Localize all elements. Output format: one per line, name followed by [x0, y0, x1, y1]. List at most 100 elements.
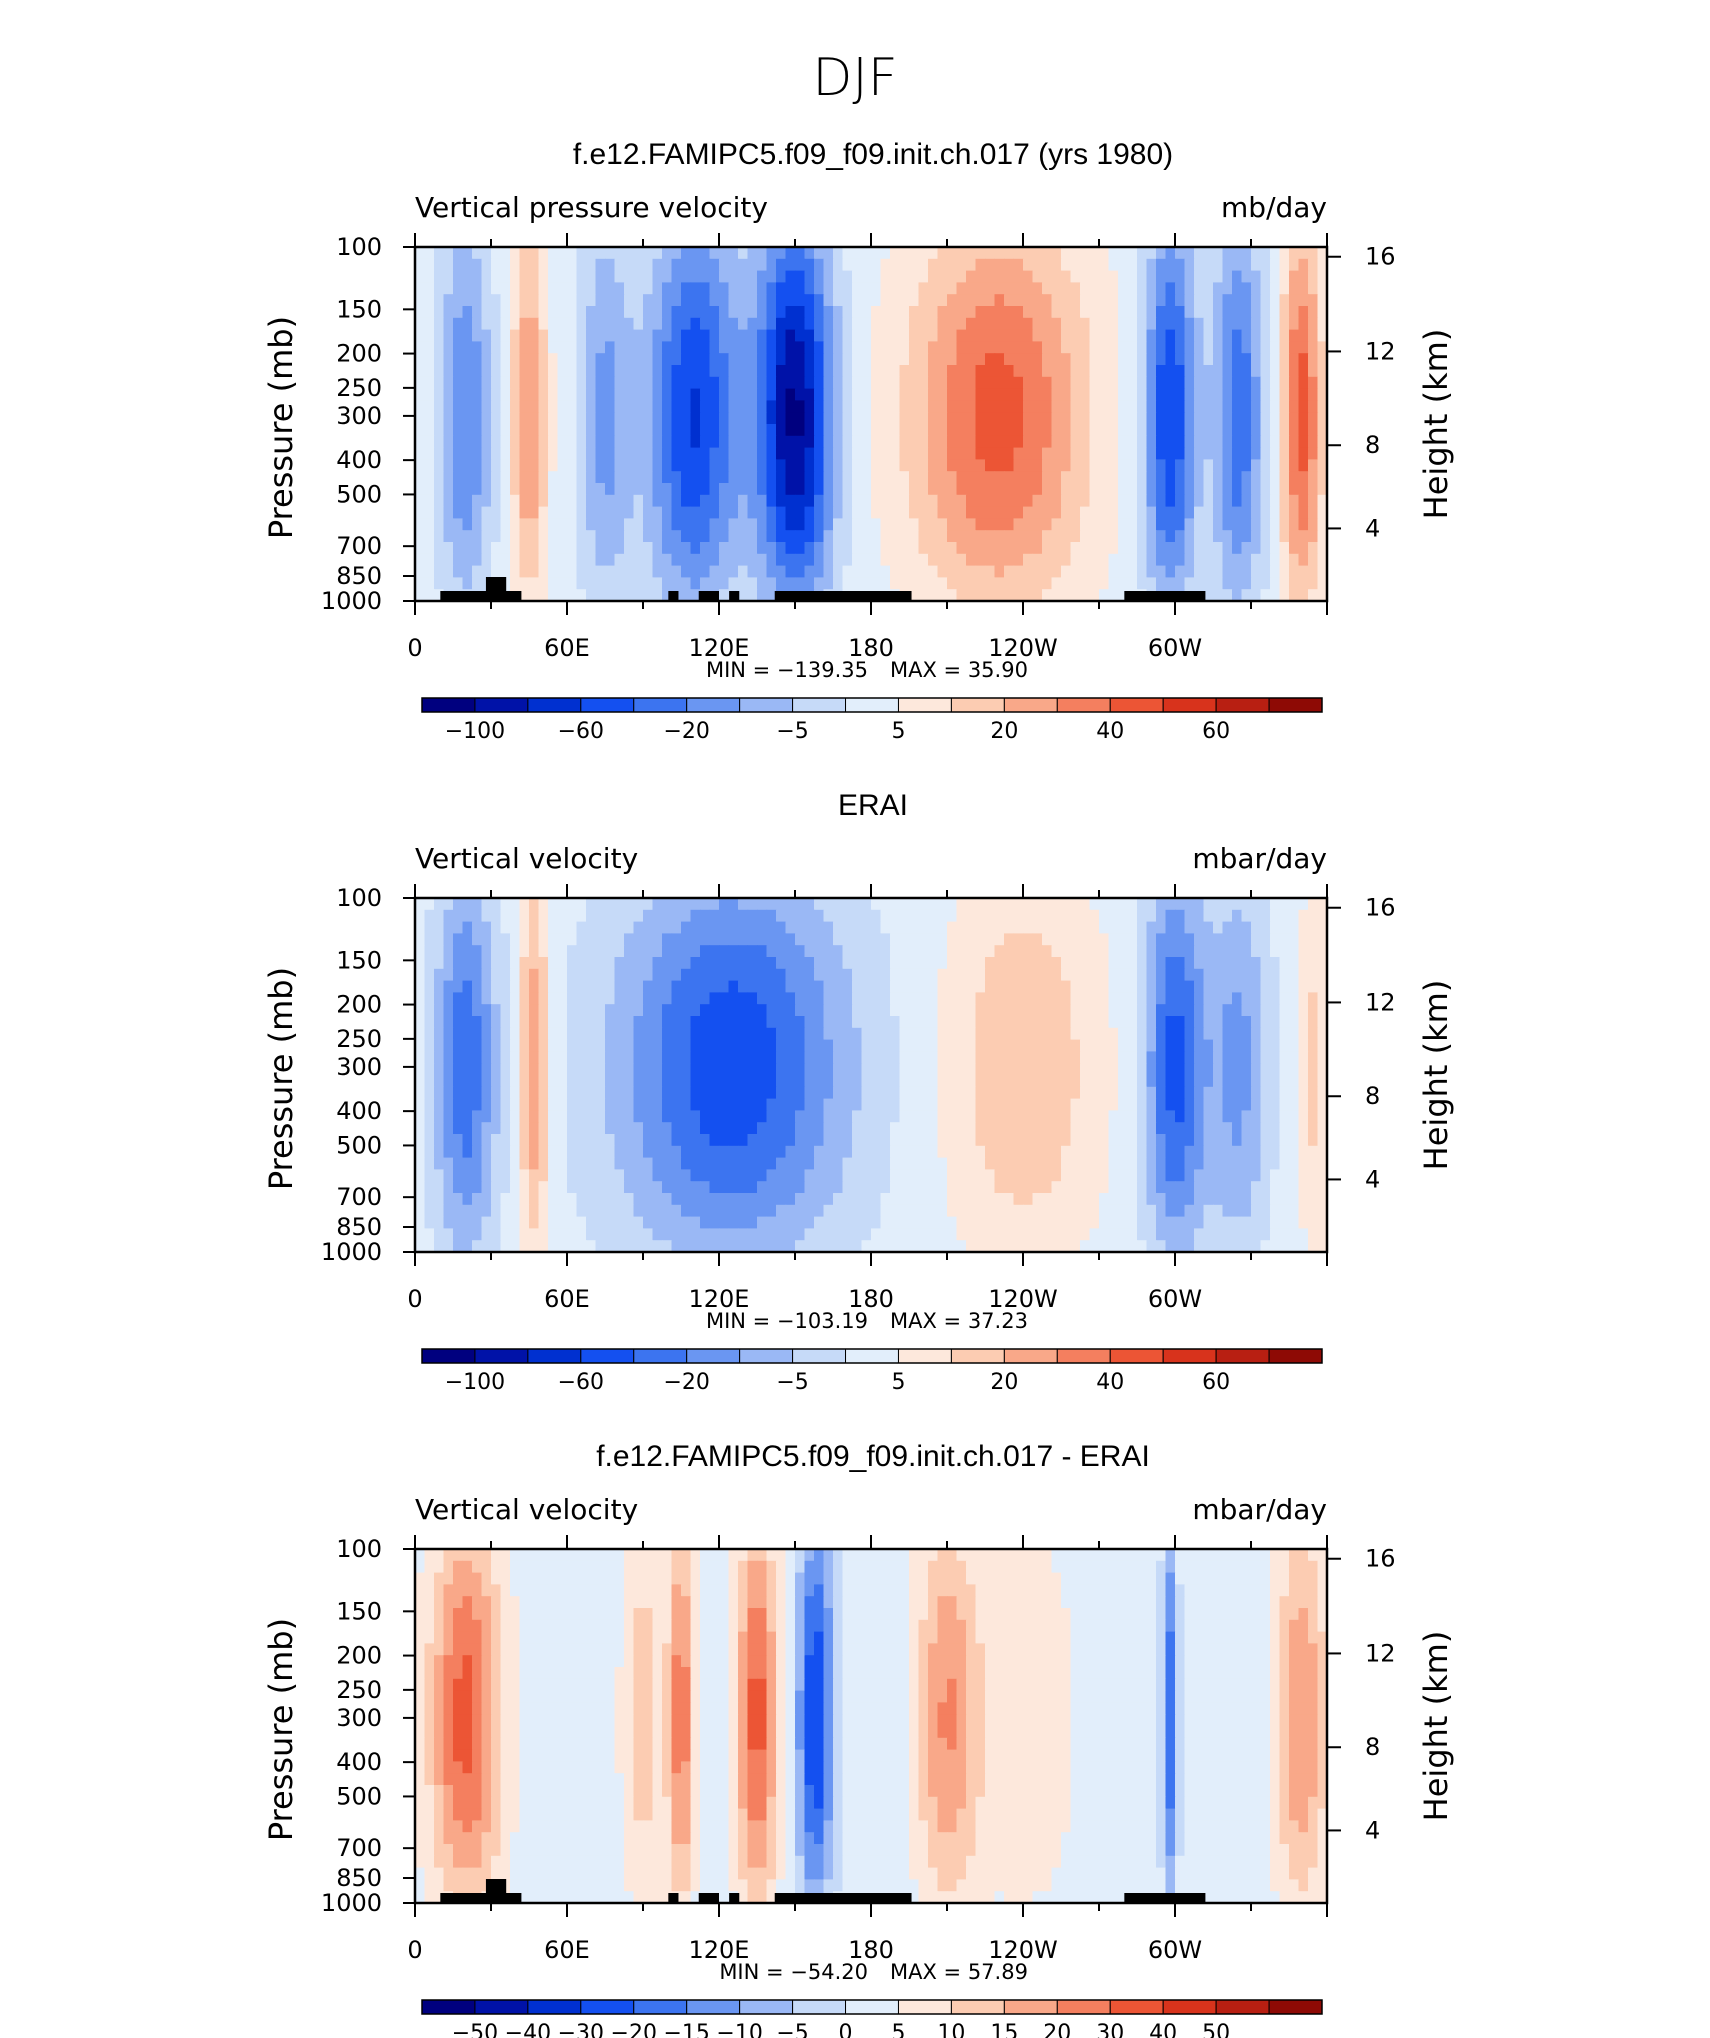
field-cell — [947, 577, 958, 590]
field-cell — [1032, 1051, 1043, 1064]
field-cell — [795, 365, 806, 378]
field-cell — [1032, 306, 1043, 319]
field-cell — [871, 980, 882, 993]
field-cell — [1279, 471, 1290, 484]
min-label: MIN = −139.35 — [706, 658, 868, 682]
field-cell — [985, 565, 996, 578]
field-cell — [690, 1134, 701, 1147]
field-cell — [757, 1098, 768, 1111]
field-cell — [538, 483, 549, 496]
field-cell — [1184, 258, 1195, 272]
field-cell — [833, 353, 844, 366]
field-cell — [1251, 506, 1262, 519]
field-cell — [1260, 459, 1271, 472]
field-cell — [1165, 553, 1176, 567]
field-cell — [804, 506, 815, 519]
field-cell — [1023, 447, 1034, 460]
field-cell — [1127, 530, 1138, 543]
field-cell — [415, 1051, 426, 1064]
field-cell — [1184, 921, 1195, 934]
field-cell — [1165, 376, 1176, 390]
field-cell — [614, 1098, 625, 1111]
field-cell — [1175, 909, 1186, 923]
field-cell — [500, 530, 511, 543]
field-cell — [1080, 980, 1091, 993]
field-cell — [662, 577, 673, 590]
field-cell — [985, 247, 996, 260]
field-cell — [975, 317, 986, 331]
field-cell — [719, 1098, 730, 1111]
field-cell — [1156, 1016, 1167, 1029]
field-cell — [1222, 589, 1233, 602]
topography-block — [668, 591, 679, 601]
field-cell — [491, 317, 502, 331]
field-cell — [624, 553, 635, 567]
field-cell — [1137, 459, 1148, 472]
field-cell — [700, 294, 711, 307]
field-cell — [804, 317, 815, 331]
field-cell — [795, 921, 806, 934]
field-cell — [956, 1075, 967, 1088]
field-cell — [1194, 577, 1205, 590]
field-cell — [624, 921, 635, 934]
field-cell — [424, 435, 435, 449]
field-cell — [1308, 282, 1319, 295]
field-cell — [956, 447, 967, 460]
field-cell — [814, 329, 825, 342]
field-cell — [795, 494, 806, 508]
field-cell — [538, 424, 549, 437]
field-cell — [1156, 1063, 1167, 1076]
field-cell — [833, 530, 844, 543]
field-cell — [909, 388, 920, 401]
field-cell — [1175, 247, 1186, 260]
field-cell — [985, 282, 996, 295]
field-cell — [709, 980, 720, 993]
field-cell — [1023, 518, 1034, 531]
field-cell — [1270, 306, 1281, 319]
field-cell — [614, 518, 625, 531]
field-cell — [880, 1122, 891, 1135]
field-cell — [519, 306, 530, 319]
field-cell — [937, 1086, 948, 1100]
field-cell — [510, 933, 521, 946]
field-cell — [985, 553, 996, 567]
field-cell — [947, 909, 958, 923]
field-cell — [1270, 365, 1281, 378]
field-cell — [1156, 317, 1167, 331]
field-cell — [700, 1075, 711, 1088]
field-cell — [909, 968, 920, 982]
field-cell — [500, 424, 511, 437]
field-cell — [643, 1027, 654, 1041]
field-cell — [719, 388, 730, 401]
field-cell — [709, 1086, 720, 1100]
field-cell — [1270, 258, 1281, 272]
field-cell — [994, 542, 1005, 555]
field-cell — [1061, 388, 1072, 401]
field-cell — [861, 494, 872, 508]
field-cell — [1203, 270, 1214, 283]
field-cell — [614, 306, 625, 319]
field-cell — [1023, 365, 1034, 378]
field-cell — [529, 353, 540, 366]
field-cell — [1203, 957, 1214, 970]
field-cell — [1203, 282, 1214, 295]
field-cell — [1118, 1134, 1129, 1147]
field-cell — [700, 506, 711, 519]
field-cell — [1080, 400, 1091, 413]
field-cell — [747, 542, 758, 555]
field-cell — [1061, 1004, 1072, 1017]
colorbar-label: 40 — [1096, 719, 1124, 744]
field-cell — [567, 424, 578, 437]
field-cell — [434, 494, 445, 508]
field-cell — [624, 483, 635, 496]
field-cell — [424, 565, 435, 578]
field-cell — [728, 1051, 739, 1064]
field-cell — [681, 376, 692, 390]
field-cell — [1184, 353, 1195, 366]
field-cell — [690, 258, 701, 272]
field-cell — [861, 412, 872, 425]
field-cell — [1165, 898, 1176, 911]
field-cell — [1118, 957, 1129, 970]
colorbar-label: −5 — [776, 719, 808, 744]
field-cell — [795, 518, 806, 531]
